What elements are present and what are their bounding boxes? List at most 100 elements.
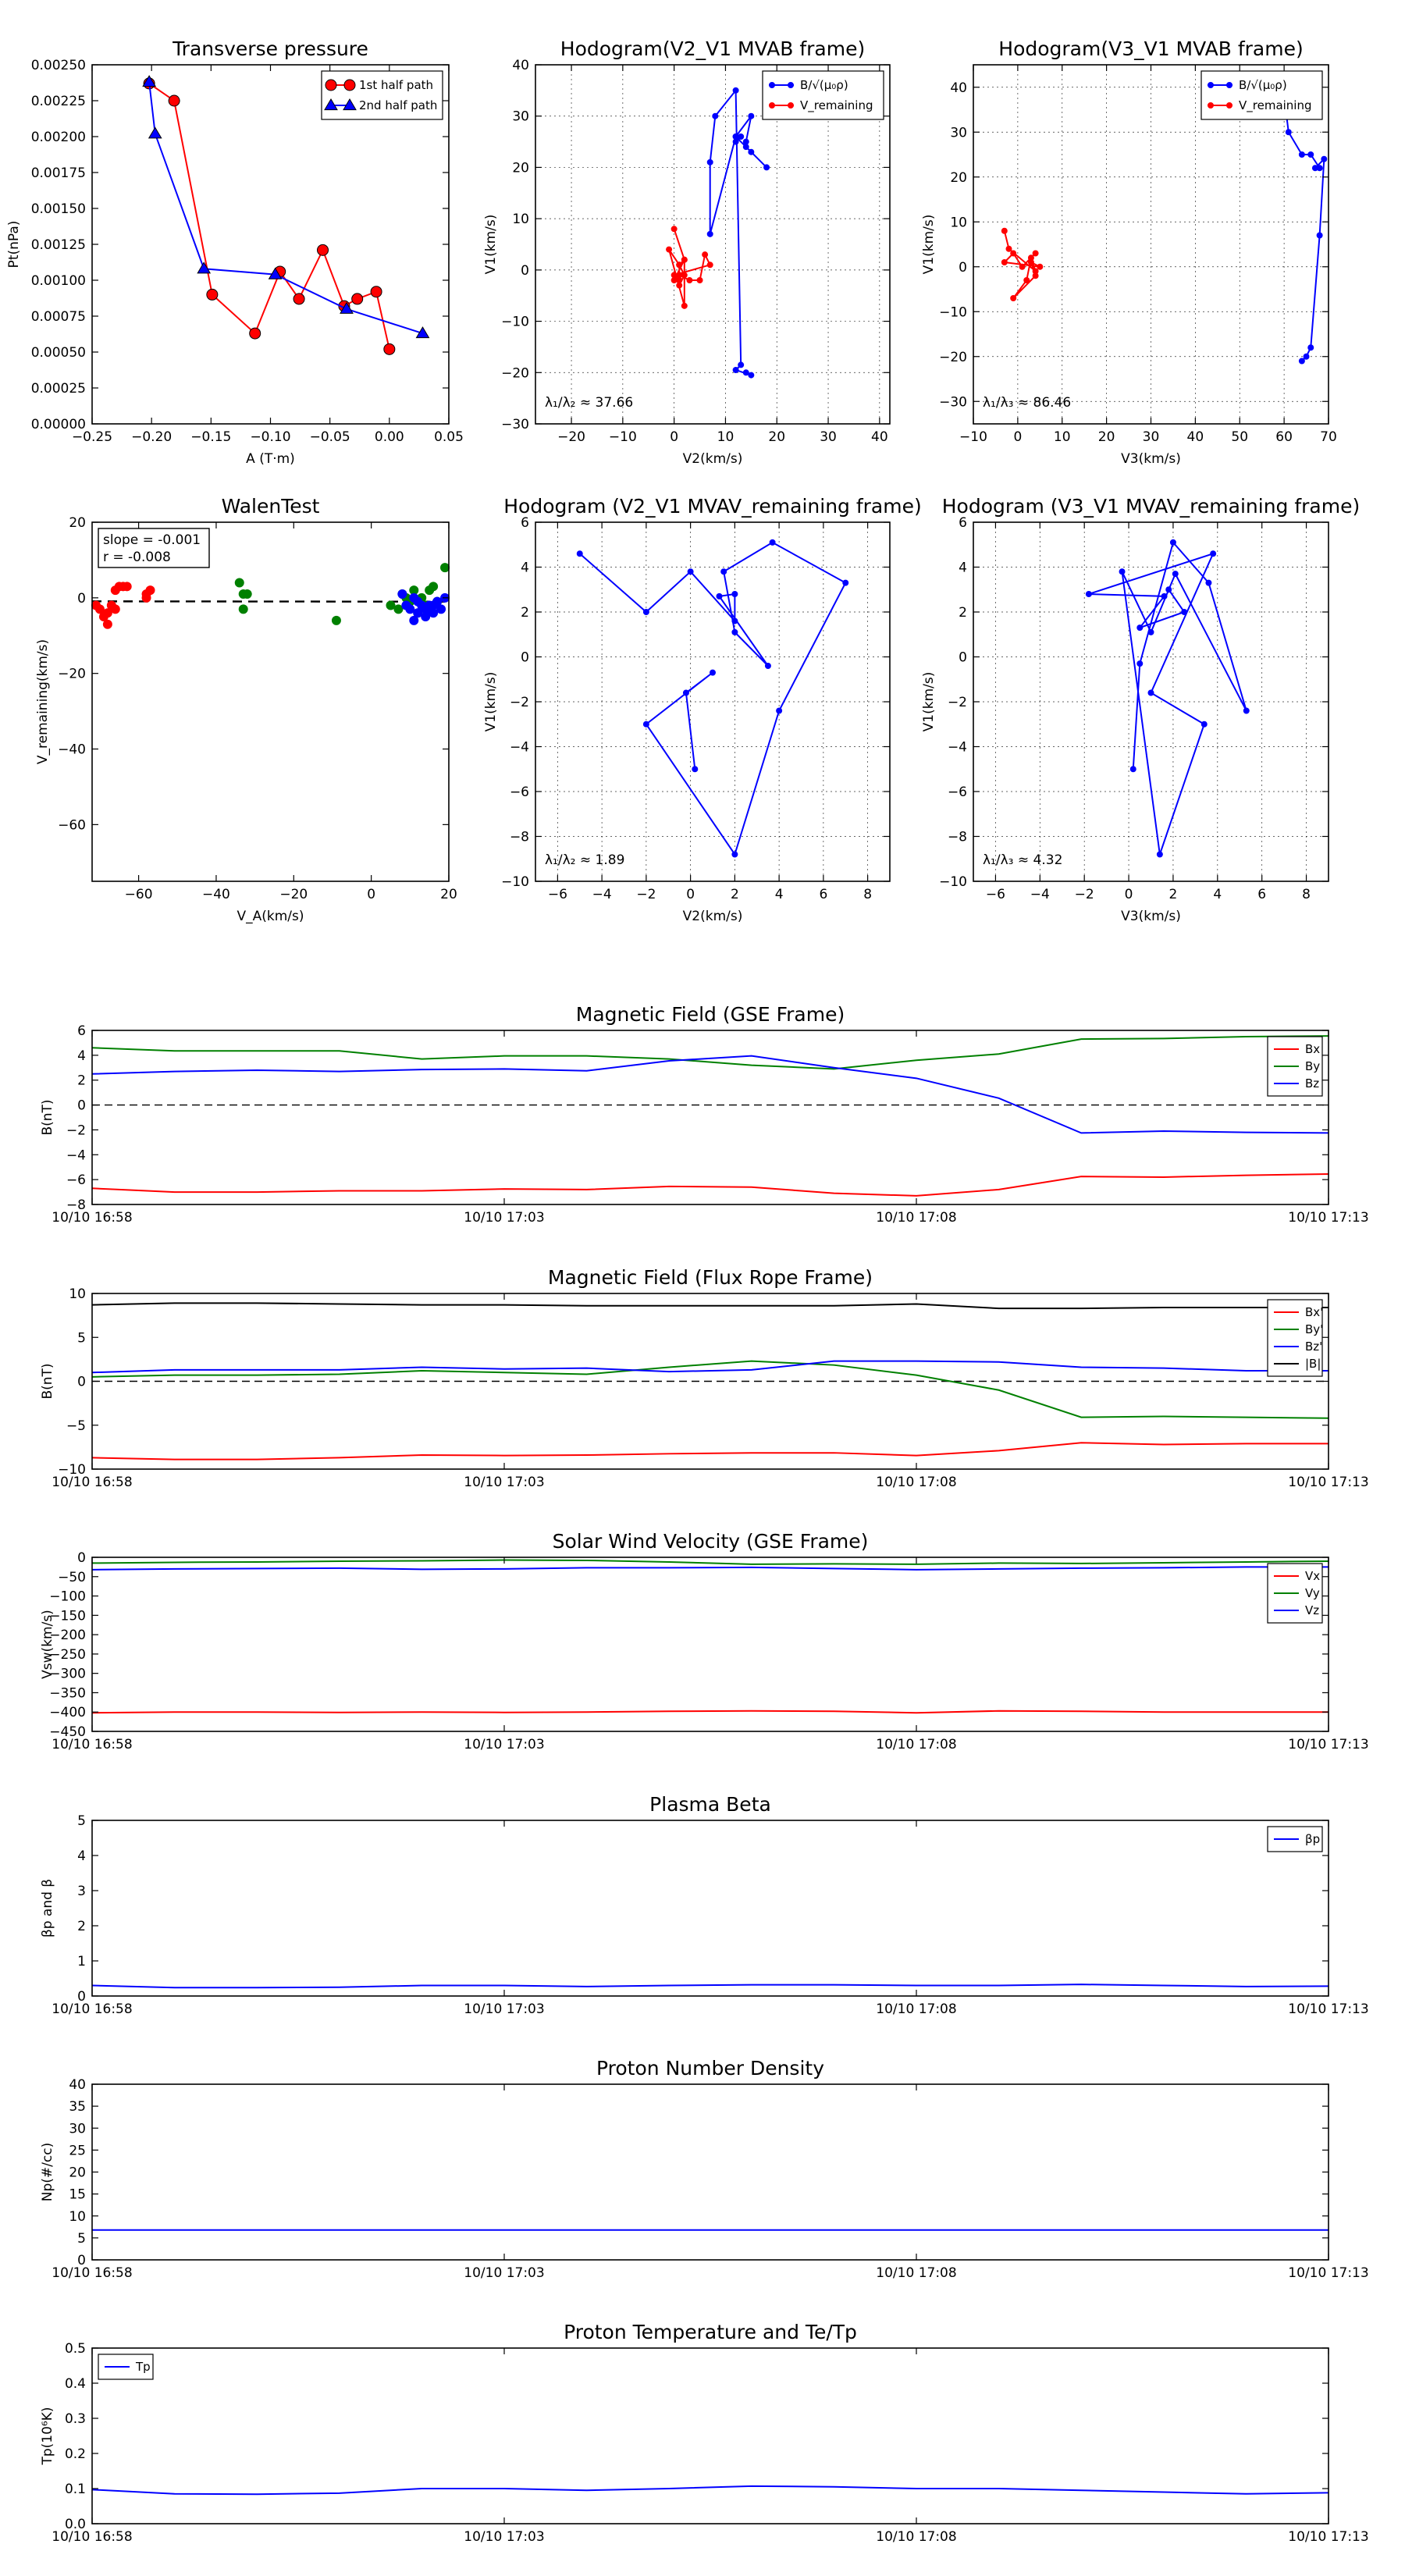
x-tick-label: −0.25 (72, 429, 112, 445)
y-tick-label: −4 (510, 740, 529, 756)
y-tick-label: 30 (69, 2121, 86, 2137)
y-tick-label: 2 (521, 605, 529, 621)
x-tick-label: 10/10 16:58 (52, 2001, 132, 2017)
series-marker (681, 256, 688, 263)
series-line (709, 88, 767, 376)
x-tick-label: 10/10 16:58 (52, 1737, 132, 1752)
y-tick-label: 0.5 (65, 2341, 86, 2357)
series-marker (142, 75, 156, 87)
series-marker (706, 262, 713, 269)
y-tick-label: 0 (77, 1989, 86, 2005)
series-marker (742, 144, 749, 151)
y-tick-label: 6 (959, 515, 967, 531)
series-line (579, 541, 847, 856)
y-tick-label: 1 (77, 1954, 86, 1969)
x-tick-label: 10/10 17:08 (876, 2265, 956, 2281)
series-marker (340, 301, 354, 314)
y-tick-label: 0 (959, 260, 967, 276)
y-tick-label: 0.00200 (31, 130, 86, 145)
y-tick-label: 20 (69, 2165, 86, 2181)
x-axis-label: V3(km/s) (1121, 909, 1181, 924)
y-tick-label: 40 (512, 58, 529, 73)
x-tick-label: 10/10 17:03 (464, 2001, 544, 2017)
x-tick-label: 10/10 17:08 (876, 2529, 956, 2545)
x-tick-label: 10/10 17:13 (1288, 2265, 1368, 2281)
series-marker (1019, 263, 1026, 270)
series-marker (383, 343, 396, 355)
y-tick-label: −450 (49, 1724, 86, 1740)
series-marker (764, 663, 771, 669)
y-tick-label: 20 (512, 160, 529, 176)
x-tick-label: 4 (1213, 887, 1222, 902)
y-tick-label: −400 (49, 1705, 86, 1720)
series-marker (670, 272, 678, 279)
series-marker (676, 282, 683, 289)
series-marker (1136, 660, 1144, 667)
series-marker (642, 720, 649, 728)
y-tick-label: 0.00025 (31, 381, 86, 397)
x-tick-label: 30 (820, 429, 837, 445)
series-marker (1303, 353, 1310, 360)
series-marker (731, 851, 738, 858)
y-tick-label: −200 (49, 1628, 86, 1643)
legend-label: Bx (1305, 1042, 1320, 1056)
y-tick-label: 0.00150 (31, 201, 86, 217)
series-marker (710, 669, 716, 676)
x-tick-label: −6 (548, 887, 567, 902)
series-marker (268, 267, 283, 279)
series-marker (748, 112, 755, 119)
x-tick-label: 20 (768, 429, 785, 445)
x-tick-label: 10/10 17:03 (464, 1475, 544, 1490)
y-tick-label: −10 (501, 315, 529, 330)
y-tick-label: 0.2 (65, 2446, 86, 2462)
x-tick-label: 20 (1098, 429, 1115, 445)
x-tick-label: 10/10 17:13 (1288, 2001, 1368, 2017)
x-tick-label: −10 (609, 429, 637, 445)
series-marker (769, 539, 776, 546)
legend-label: Vy (1305, 1586, 1320, 1600)
x-tick-label: −10 (959, 429, 987, 445)
eigenvalue-ratio-label: λ₁/λ₃ ≈ 4.32 (983, 852, 1062, 868)
scatter-point (405, 604, 415, 614)
series-marker (1005, 245, 1012, 252)
x-tick-label: 10 (1054, 429, 1071, 445)
scatter-point (145, 585, 155, 596)
x-tick-label: −0.10 (250, 429, 290, 445)
series-marker (702, 251, 709, 258)
legend-marker (1208, 102, 1214, 109)
legend-marker (325, 79, 337, 91)
y-tick-label: 2 (77, 1073, 86, 1089)
y-tick-label: 30 (512, 109, 529, 125)
x-tick-label: 60 (1275, 429, 1293, 445)
series-marker (1147, 628, 1154, 635)
x-tick-label: 10/10 17:13 (1288, 1210, 1368, 1226)
y-tick-label: −8 (510, 830, 529, 845)
y-tick-label: 6 (521, 515, 529, 531)
x-tick-label: 30 (1143, 429, 1160, 445)
series-line (148, 81, 423, 335)
y-tick-label: −50 (58, 1570, 86, 1585)
y-tick-label: 2 (77, 1919, 86, 1934)
y-tick-label: 40 (69, 2077, 86, 2093)
x-axis-label: V_A(km/s) (237, 909, 304, 924)
x-tick-label: 2 (1169, 887, 1178, 902)
y-tick-label: 0.00250 (31, 58, 86, 73)
series-marker (842, 579, 849, 586)
scatter-point (421, 612, 431, 622)
series-marker (1032, 250, 1039, 257)
series-marker (732, 367, 739, 373)
y-tick-label: −60 (58, 817, 86, 833)
legend-marker (343, 79, 356, 91)
x-tick-label: 10/10 16:58 (52, 2265, 132, 2281)
x-tick-label: 40 (871, 429, 888, 445)
y-tick-label: 3 (77, 1884, 86, 1899)
y-tick-label: −20 (939, 350, 967, 365)
series-marker (1172, 571, 1179, 578)
series-marker (742, 138, 749, 145)
scatter-point (436, 604, 446, 614)
stats-text: slope = -0.001 (103, 532, 201, 548)
chart-title: Hodogram (V2_V1 MVAV_remaining frame) (503, 495, 922, 518)
series-marker (666, 246, 673, 253)
y-tick-label: 2 (959, 605, 967, 621)
